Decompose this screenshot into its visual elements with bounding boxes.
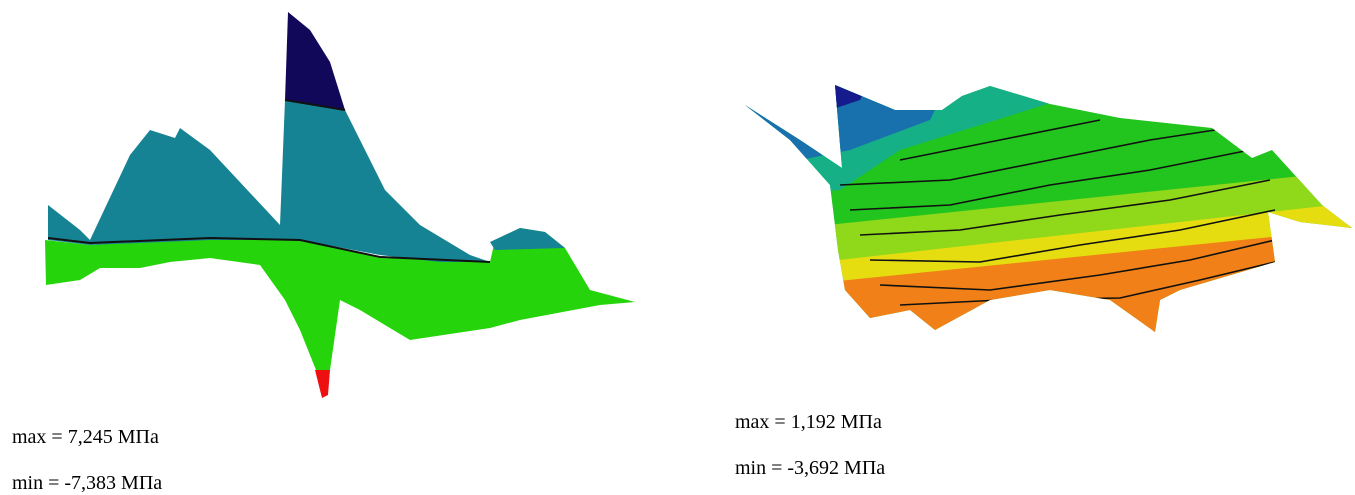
left-min-label: min = -7,383 МПа (12, 472, 162, 495)
left-contour-plot (45, 12, 635, 398)
navy-peak (285, 12, 345, 110)
right-contour-plot (730, 60, 1355, 360)
right-max-label: max = 1,192 МПа (735, 411, 882, 434)
red-tip (315, 370, 330, 398)
figure (0, 0, 1355, 494)
teal-region (48, 100, 490, 262)
page: max = 7,245 МПа min = -7,383 МПа max = 1… (0, 0, 1355, 494)
teal-bump (490, 228, 565, 250)
left-max-label: max = 7,245 МПа (12, 426, 159, 449)
right-min-label: min = -3,692 МПа (735, 457, 885, 480)
